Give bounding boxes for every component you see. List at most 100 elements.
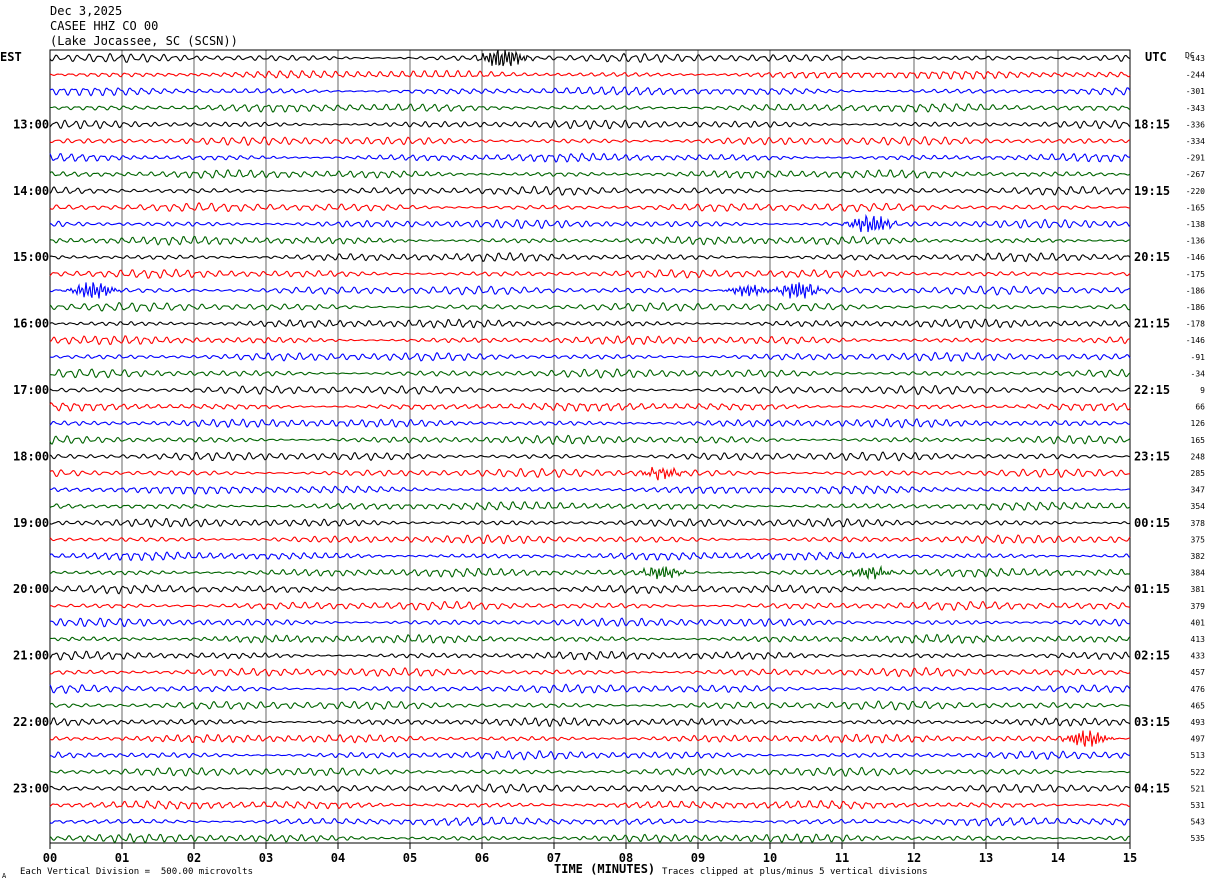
dc-offset-label: 378 <box>1191 519 1206 528</box>
plot-frame <box>49 49 1131 844</box>
x-tick-label: 00 <box>43 851 57 865</box>
trace-line <box>49 69 1131 80</box>
trace-line <box>49 86 1131 97</box>
trace-line <box>49 335 1131 346</box>
dc-offset-label: 381 <box>1191 585 1206 594</box>
trace-line <box>49 534 1131 545</box>
dc-offset-label: -143 <box>1186 54 1205 63</box>
trace-line <box>49 417 1131 429</box>
trace-line <box>49 799 1131 810</box>
dc-offset-label: -336 <box>1186 120 1205 129</box>
trace-line <box>49 517 1131 528</box>
dc-offset-label: -165 <box>1186 203 1205 212</box>
dc-offset-label: 354 <box>1191 502 1206 511</box>
dc-offset-label: 384 <box>1191 569 1206 578</box>
right-hour-label: 21:15 <box>1134 317 1170 331</box>
dc-offset-label: -291 <box>1186 154 1205 163</box>
left-hour-label: 16:00 <box>13 317 49 331</box>
x-tick-label: 12 <box>907 851 921 865</box>
right-timezone-label: UTC <box>1145 50 1167 64</box>
right-hour-label: 23:15 <box>1134 449 1170 463</box>
trace-line <box>49 351 1131 363</box>
dc-offset-label: 521 <box>1191 784 1206 793</box>
right-hour-label: 01:15 <box>1134 582 1170 596</box>
x-tick-label: 09 <box>691 851 705 865</box>
x-tick-label: 02 <box>187 851 201 865</box>
x-tick-label: 07 <box>547 851 561 865</box>
trace-line <box>49 434 1131 446</box>
left-hour-label: 18:00 <box>13 449 49 463</box>
right-hour-label: 03:15 <box>1134 715 1170 729</box>
trace-line <box>49 466 1131 481</box>
dc-offset-label: 476 <box>1191 685 1206 694</box>
trace-line <box>49 683 1131 695</box>
trace-line <box>49 816 1131 827</box>
trace-line <box>49 666 1131 678</box>
trace-line <box>49 282 1131 299</box>
trace-line <box>49 103 1131 113</box>
dc-offset-label: -186 <box>1186 286 1205 295</box>
x-tick-label: 03 <box>259 851 273 865</box>
trace-line <box>49 185 1131 196</box>
dc-offset-label: 413 <box>1191 635 1206 644</box>
clip-note: Traces clipped at plus/minus 5 vertical … <box>662 867 928 877</box>
x-tick-label: 10 <box>763 851 777 865</box>
left-timezone-label: EST <box>0 50 22 64</box>
dc-offset-label: 535 <box>1191 834 1206 843</box>
dc-offset-label: 126 <box>1191 419 1206 428</box>
x-tick-label: 06 <box>475 851 489 865</box>
right-hour-label: 19:15 <box>1134 184 1170 198</box>
x-tick-label: 04 <box>331 851 345 865</box>
trace-line <box>49 700 1131 711</box>
dc-offset-label: 543 <box>1191 818 1206 827</box>
dc-offset-label: -175 <box>1186 270 1205 279</box>
right-hour-label: 20:15 <box>1134 250 1170 264</box>
x-tick-label: 11 <box>835 851 849 865</box>
trace-line <box>49 750 1131 761</box>
dc-offset-label: -301 <box>1186 87 1205 96</box>
trace-line <box>49 268 1131 279</box>
trace-line <box>49 730 1131 747</box>
trace-line <box>49 617 1131 628</box>
dc-offset-label: -34 <box>1191 369 1206 378</box>
right-hour-label: 04:15 <box>1134 781 1170 795</box>
trace-line <box>49 49 1131 67</box>
left-hour-label: 13:00 <box>13 117 49 131</box>
left-hour-label: 22:00 <box>13 715 49 729</box>
trace-line <box>49 119 1131 130</box>
trace-line <box>49 600 1131 612</box>
trace-line <box>49 551 1131 562</box>
trace-line <box>49 766 1131 777</box>
dc-offset-label: 401 <box>1191 618 1206 627</box>
x-tick-label: 15 <box>1123 851 1137 865</box>
scale-note: Each Vertical Division = 500.00 microvol… <box>20 867 253 877</box>
trace-line <box>49 584 1131 595</box>
trace-line <box>49 318 1131 330</box>
trace-line <box>49 783 1131 794</box>
dc-offset-label: -244 <box>1186 71 1205 80</box>
left-hour-label: 20:00 <box>13 582 49 596</box>
right-hour-label: 00:15 <box>1134 516 1170 530</box>
right-hour-label: 22:15 <box>1134 383 1170 397</box>
dc-offset-label: 375 <box>1191 535 1206 544</box>
trace-line <box>49 136 1131 147</box>
dc-offset-label: 165 <box>1191 436 1206 445</box>
dc-offset-label: 285 <box>1191 469 1206 478</box>
dc-offset-label: 347 <box>1191 486 1206 495</box>
trace-line <box>49 402 1131 412</box>
trace-line <box>49 368 1131 379</box>
dc-offset-label: 66 <box>1195 403 1205 412</box>
trace-line <box>49 485 1131 495</box>
dc-offset-label: -138 <box>1186 220 1205 229</box>
dc-offset-label: -146 <box>1186 336 1205 345</box>
trace-line <box>49 564 1131 581</box>
station-label: CASEE HHZ CO 00 <box>50 19 159 33</box>
dc-offset-label: 497 <box>1191 735 1206 744</box>
trace-line <box>49 301 1131 313</box>
dc-offset-label: -146 <box>1186 253 1205 262</box>
corner-mark: A <box>2 872 7 880</box>
dc-offset-label: -343 <box>1186 104 1205 113</box>
left-hour-label: 21:00 <box>13 649 49 663</box>
dc-offset-label: 465 <box>1191 701 1206 710</box>
